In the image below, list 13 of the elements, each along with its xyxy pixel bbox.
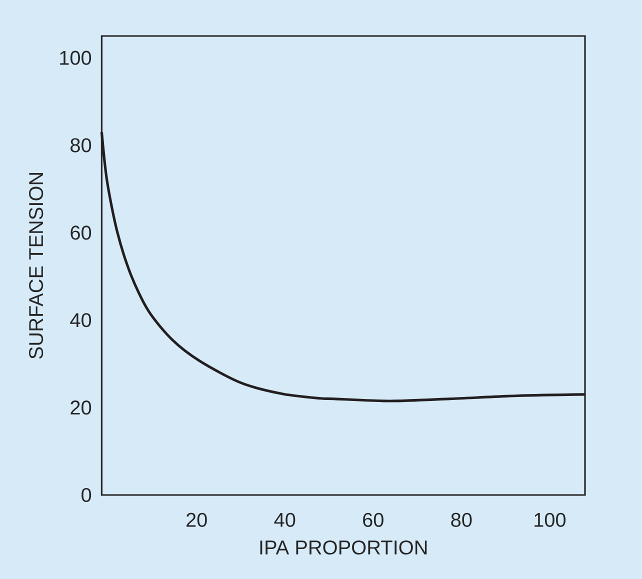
y-tick-label: 0	[82, 488, 92, 502]
y-tick-label: 80	[70, 138, 92, 152]
x-tick-label: 20	[186, 512, 207, 527]
y-tick-label: 60	[70, 226, 92, 240]
y-tick-label: 40	[70, 313, 92, 328]
x-tick-label: 80	[451, 512, 472, 527]
x-tick-label: 40	[274, 512, 296, 527]
y-axis-title: SURFACE TENSION	[29, 173, 44, 359]
y-tick-label: 100	[60, 50, 92, 65]
x-axis-title: IPA PROPORTION	[260, 540, 427, 555]
y-tick-label: 20	[70, 400, 92, 415]
x-tick-label: 60	[363, 512, 384, 527]
x-tick-label: 100	[534, 512, 566, 527]
